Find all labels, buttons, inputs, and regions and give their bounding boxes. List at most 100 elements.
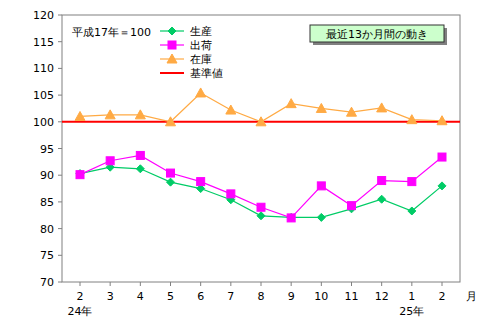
series-marker (287, 213, 295, 221)
series-marker (286, 99, 296, 108)
legend-label: 生産 (190, 25, 212, 38)
series-marker (348, 202, 356, 210)
y-tick (58, 15, 62, 16)
series-marker (106, 157, 114, 165)
series-marker (317, 213, 325, 221)
series-marker (347, 107, 357, 116)
series-marker (408, 207, 416, 215)
x-tick (411, 282, 412, 286)
x-tick (351, 282, 352, 286)
x-tick-label: 4 (137, 290, 144, 303)
series-marker (437, 116, 447, 125)
x-tick-label: 12 (375, 290, 389, 303)
year-label: 25年 (399, 305, 424, 318)
series-marker (287, 214, 295, 222)
y-tick-label: 70 (40, 276, 54, 289)
x-tick-label: 7 (227, 290, 234, 303)
series-marker (197, 178, 205, 186)
y-tick-label: 110 (33, 62, 54, 75)
series-marker (378, 177, 386, 185)
x-tick-label: 1 (408, 290, 415, 303)
y-tick-label: 105 (33, 89, 54, 102)
x-tick-label: 2 (439, 290, 446, 303)
legend-marker (168, 27, 176, 35)
legend-label: 出荷 (190, 39, 212, 52)
y-tick (58, 282, 62, 283)
series-marker (257, 203, 265, 211)
y-tick (58, 68, 62, 69)
y-tick (58, 121, 62, 122)
series-marker (76, 171, 84, 179)
y-tick-label: 85 (40, 196, 54, 209)
series-marker (75, 111, 85, 120)
x-unit: 月 (466, 290, 477, 303)
subtitle: 平成17年＝100 (72, 26, 151, 39)
series-line (80, 155, 442, 217)
x-tick-label: 5 (167, 290, 174, 303)
x-tick (80, 282, 81, 286)
y-tick-label: 95 (40, 143, 54, 156)
series-marker (257, 212, 265, 220)
series-marker (227, 190, 235, 198)
x-tick-label: 2 (77, 290, 84, 303)
legend-marker (168, 41, 176, 49)
series-marker (408, 178, 416, 186)
series-marker (136, 151, 144, 159)
series-marker (136, 165, 144, 173)
y-tick (58, 41, 62, 42)
x-tick-label: 9 (288, 290, 295, 303)
chart: 70 75 80 85 90 95 100 105 110 115 120 2 24年 3 4 5 6 7 8 9 10… (0, 0, 480, 335)
plot-frame (62, 15, 460, 282)
title-box (310, 25, 444, 42)
series-marker (438, 153, 446, 161)
y-tick-label: 90 (40, 169, 54, 182)
y-tick (58, 148, 62, 149)
y-tick (58, 175, 62, 176)
plot-area (62, 88, 460, 222)
legend-label: 在庫 (190, 53, 212, 66)
x-tick-label: 3 (107, 290, 114, 303)
y-tick-label: 75 (40, 249, 54, 262)
legend-label: 基準値 (190, 67, 223, 80)
x-tick (170, 282, 171, 286)
series-line (80, 167, 442, 217)
x-tick (230, 282, 231, 286)
series-marker (166, 117, 176, 126)
x-tick (110, 282, 111, 286)
series-marker (167, 169, 175, 177)
x-tick-label: 8 (258, 290, 265, 303)
y-tick-label: 100 (33, 116, 54, 129)
y-tick (58, 95, 62, 96)
x-tick (321, 282, 322, 286)
y-tick (58, 201, 62, 202)
x-tick-label: 6 (197, 290, 204, 303)
x-tick-label: 11 (345, 290, 359, 303)
series-marker (196, 88, 206, 97)
x-tick (381, 282, 382, 286)
x-tick (200, 282, 201, 286)
series-marker (167, 178, 175, 186)
series-marker (226, 105, 236, 114)
series-marker (135, 110, 145, 119)
series-marker (316, 103, 326, 112)
series-marker (407, 115, 417, 124)
series-marker (377, 103, 387, 112)
y-tick-label: 120 (33, 9, 54, 22)
series-marker (105, 110, 115, 119)
year-label: 24年 (68, 305, 93, 318)
y-tick (58, 255, 62, 256)
x-tick (442, 282, 443, 286)
legend-line (160, 72, 184, 74)
series-marker (256, 117, 266, 126)
y-tick-label: 80 (40, 223, 54, 236)
x-tick (261, 282, 262, 286)
series-marker (438, 182, 446, 190)
x-tick-label: 10 (314, 290, 328, 303)
x-tick (291, 282, 292, 286)
x-tick (140, 282, 141, 286)
title: 最近13か月間の動き (326, 28, 428, 41)
legend-marker (167, 54, 177, 63)
y-tick-label: 115 (33, 36, 54, 49)
y-tick (58, 228, 62, 229)
series-marker (378, 195, 386, 203)
